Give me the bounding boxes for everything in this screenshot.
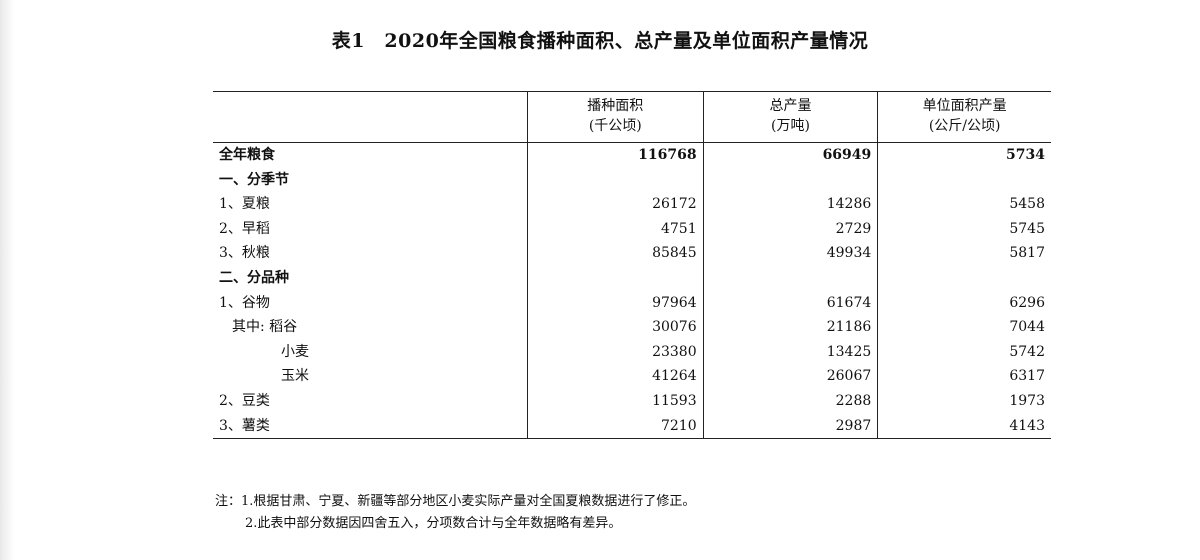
table-row: 1、谷物 97964 61674 6296 (213, 290, 1051, 316)
cell-value: 85845 (526, 241, 704, 266)
cell-value: 6296 (877, 290, 1051, 316)
cell-value: 4751 (526, 216, 704, 242)
cell-value: 5745 (877, 216, 1051, 242)
col-unit: (千公顷) (588, 118, 642, 134)
row-label: 其中: 稻谷 (232, 319, 298, 336)
row-label: 全年粮食 (219, 147, 275, 163)
grain-table: 播种面积 (千公顷) 总产量 (万吨) 单位面积产量 (公斤/公顷) 全年粮食 … (213, 91, 1051, 440)
row-label: 1、夏粮 (219, 196, 270, 213)
cell-value: 21186 (702, 315, 878, 340)
section-heading: 一、分季节 (219, 171, 289, 188)
table-title: 表1 2020年全国粮食播种面积、总产量及单位面积产量情况 (331, 30, 869, 52)
table-row: 3、秋粮 85845 49934 5817 (213, 241, 1051, 266)
header-row: 播种面积 (千公顷) 总产量 (万吨) 单位面积产量 (公斤/公顷) (213, 91, 1051, 143)
cell-value: 5817 (877, 241, 1051, 266)
total-row: 全年粮食 116768 66949 5734 (213, 142, 1051, 168)
footnotes: 注：1.根据甘肃、宁夏、新疆等部分地区小麦实际产量对全国夏粮数据进行了修正。 2… (215, 491, 695, 535)
header-sown-area: 播种面积 (千公顷) (526, 91, 704, 143)
table-row: 玉米 41264 26067 6317 (213, 364, 1051, 389)
header-yield: 单位面积产量 (公斤/公顷) (877, 91, 1051, 143)
cell-value: 4143 (877, 413, 1051, 439)
header-blank (213, 91, 528, 143)
cell-value: 2288 (702, 388, 878, 414)
row-label: 2、早稻 (219, 220, 270, 237)
cell-value: 97964 (526, 290, 704, 316)
row-label: 3、秋粮 (219, 245, 270, 262)
col-unit: (公斤/公顷) (928, 118, 1001, 134)
cell-value: 7044 (877, 315, 1051, 340)
cell-value: 26067 (702, 364, 878, 389)
row-label: 玉米 (281, 368, 309, 385)
header-total-output: 总产量 (万吨) (702, 91, 878, 143)
row-label: 2、豆类 (219, 392, 270, 409)
row-label: 3、薯类 (219, 417, 270, 434)
page-edge-shadow (0, 0, 14, 560)
col-name: 单位面积产量 (922, 98, 1007, 114)
section-heading-row: 二、分品种 (213, 265, 1051, 291)
cell-value: 5742 (877, 339, 1051, 365)
col-unit: (万吨) (770, 118, 810, 134)
table-row: 3、薯类 7210 2987 4143 (213, 413, 1051, 439)
cell-value: 5734 (877, 142, 1051, 168)
cell-value: 1973 (877, 388, 1051, 414)
col-name: 播种面积 (587, 98, 644, 114)
table-row: 2、早稻 4751 2729 5745 (213, 216, 1051, 242)
cell-value: 23380 (526, 339, 704, 365)
table-row: 其中: 稻谷 30076 21186 7044 (213, 315, 1051, 340)
cell-value: 7210 (526, 413, 704, 439)
cell-value: 116768 (526, 142, 704, 168)
cell-value: 61674 (702, 290, 878, 316)
table-row: 小麦 23380 13425 5742 (213, 339, 1051, 365)
cell-value: 2987 (702, 413, 878, 439)
cell-value: 6317 (877, 364, 1051, 389)
col-name: 总产量 (769, 98, 812, 114)
section-heading-row: 一、分季节 (213, 167, 1051, 193)
footnote-1: 注：1.根据甘肃、宁夏、新疆等部分地区小麦实际产量对全国夏粮数据进行了修正。 (215, 494, 696, 509)
cell-value: 14286 (702, 192, 878, 217)
cell-value: 49934 (702, 241, 878, 266)
footnote-2: 2.此表中部分数据因四舍五入，分项数合计与全年数据略有差异。 (245, 516, 622, 531)
cell-value: 11593 (526, 388, 704, 414)
cell-value: 2729 (702, 216, 878, 242)
cell-value: 13425 (702, 339, 878, 365)
cell-value: 30076 (526, 315, 704, 340)
table-row: 2、豆类 11593 2288 1973 (213, 388, 1051, 414)
section-heading: 二、分品种 (219, 269, 289, 286)
row-label: 小麦 (281, 343, 309, 360)
cell-value: 41264 (526, 364, 704, 389)
table-row: 1、夏粮 26172 14286 5458 (213, 192, 1051, 217)
cell-value: 5458 (877, 192, 1051, 217)
cell-value: 26172 (526, 192, 704, 217)
row-label: 1、谷物 (219, 294, 270, 311)
cell-value: 66949 (702, 142, 878, 168)
